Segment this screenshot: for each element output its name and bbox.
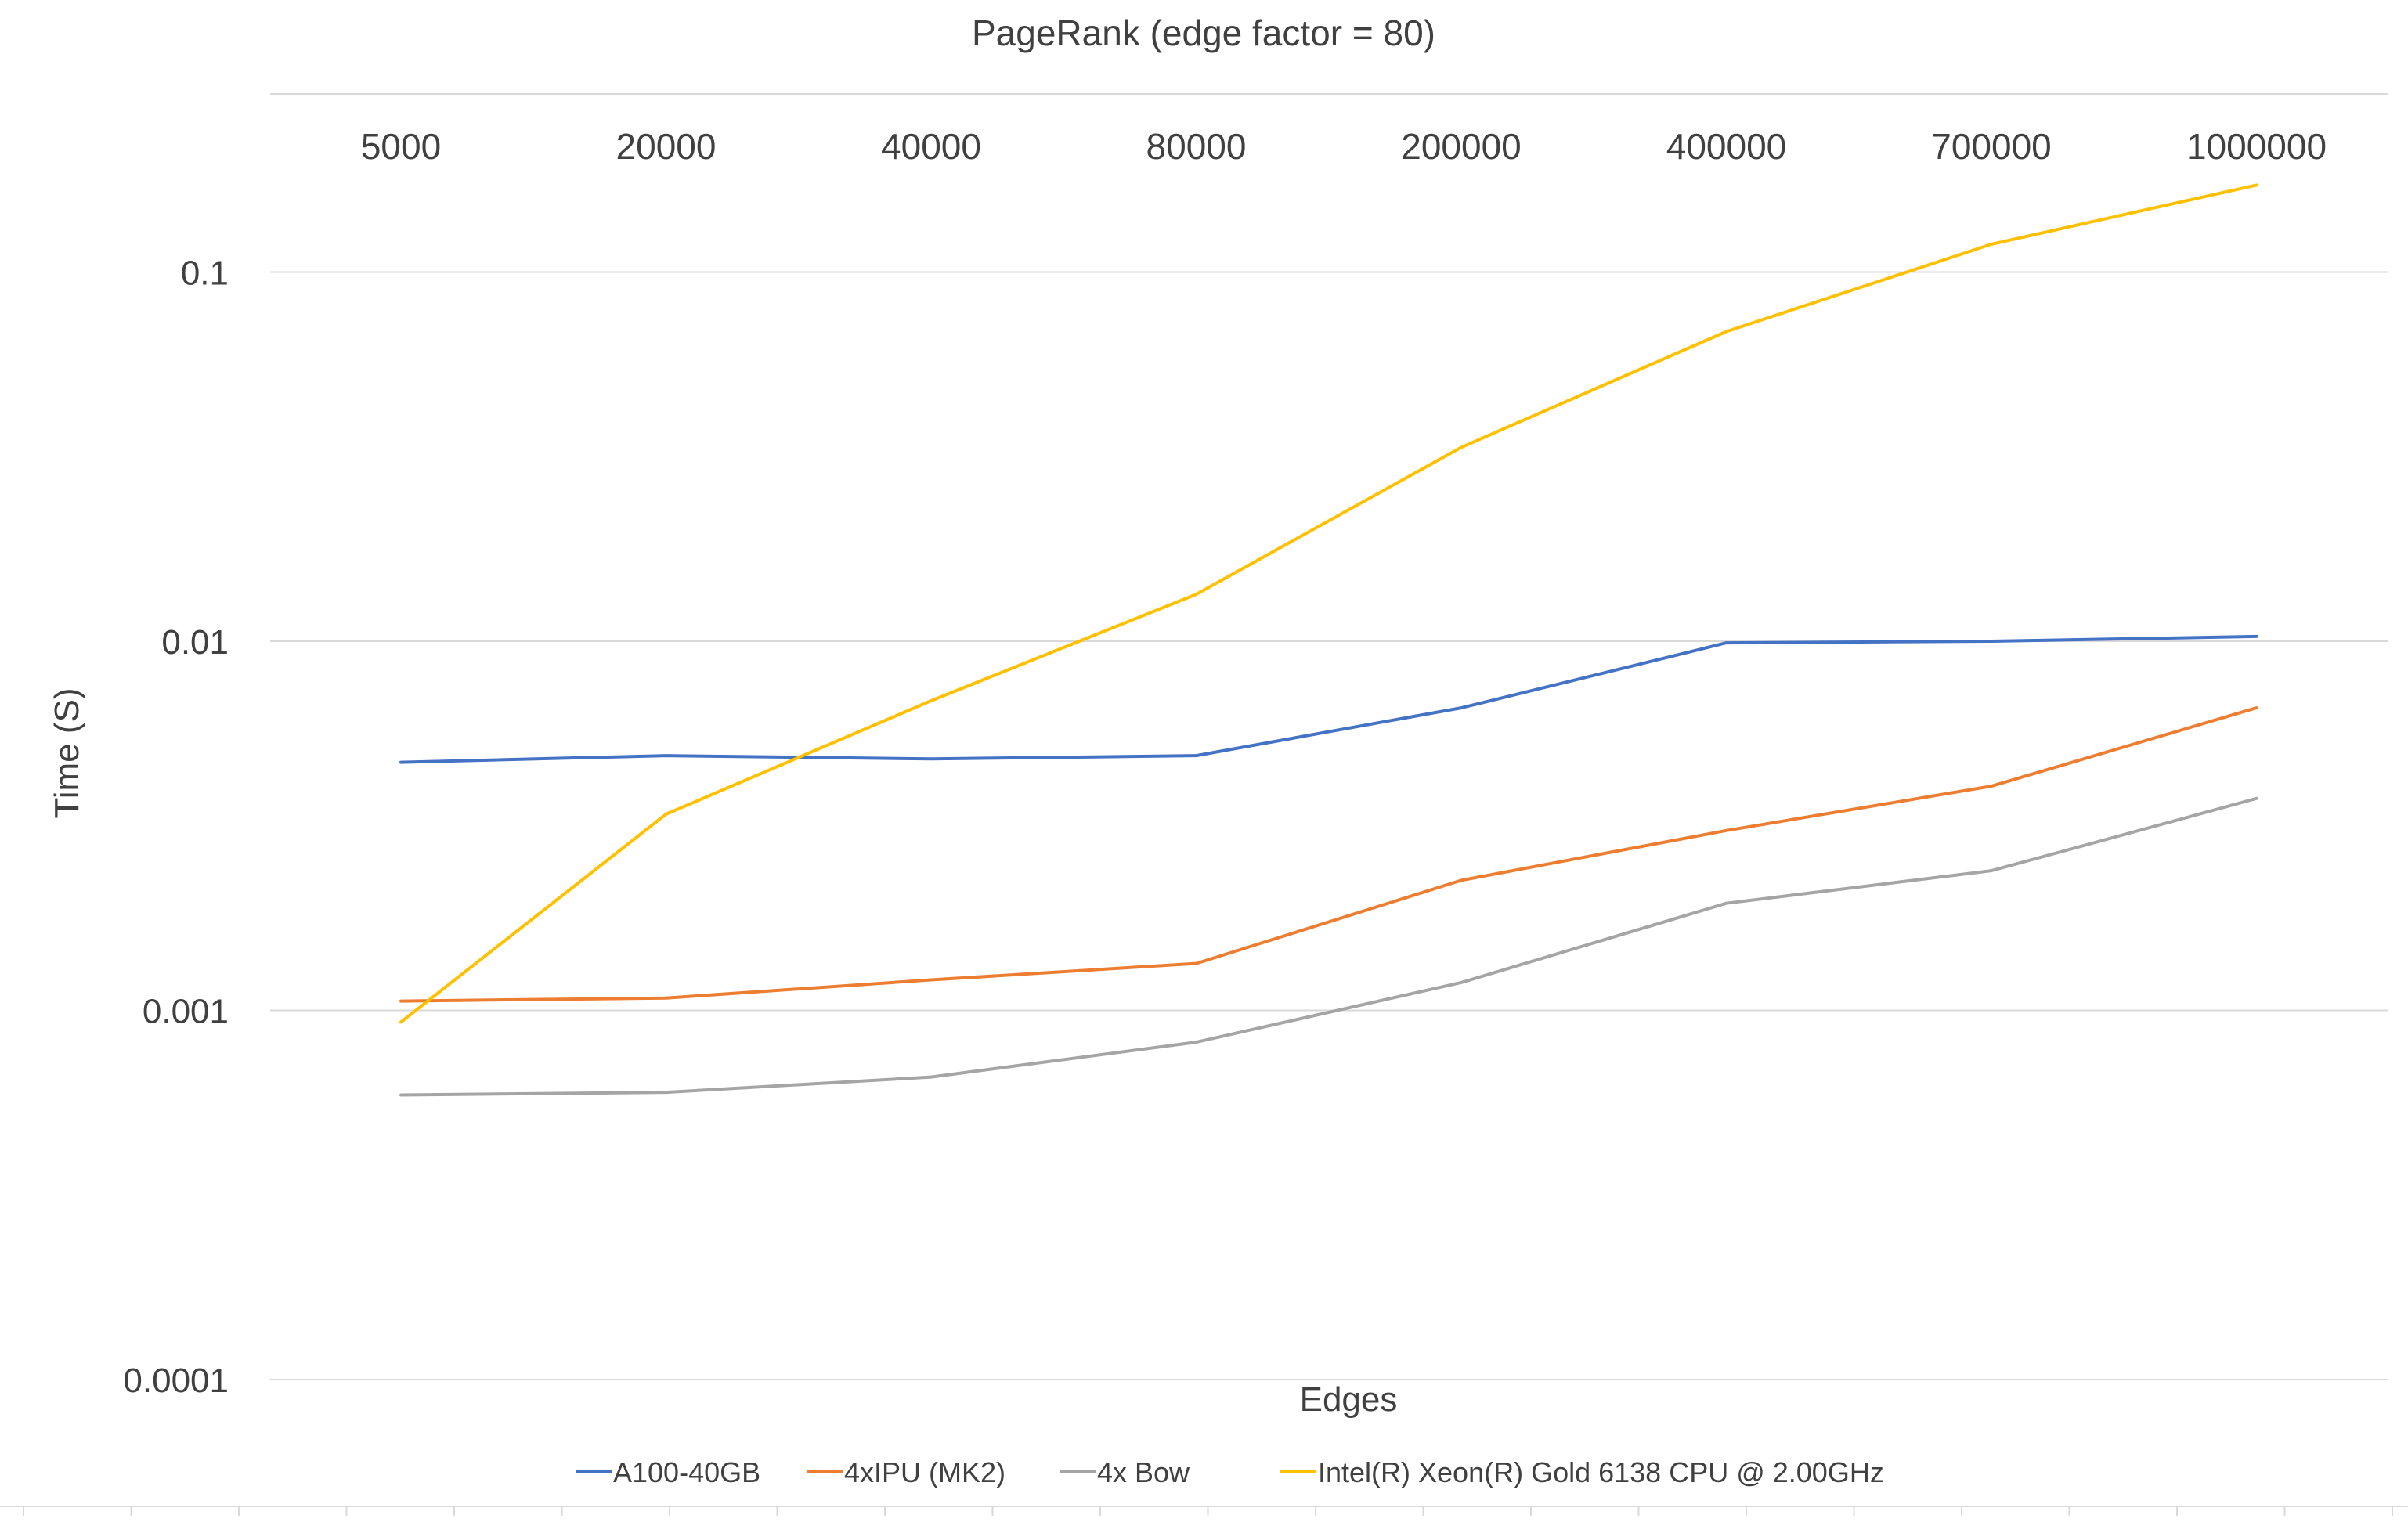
y-tick-label: 0.0001: [123, 1362, 229, 1400]
legend-label: 4x Bow: [1097, 1456, 1190, 1488]
series-line: [399, 183, 2258, 1024]
x-axis-label: Edges: [1300, 1380, 1398, 1419]
legend: A100-40GB 4xIPU (MK2) 4x Bow Intel(R) Xeon(…: [576, 1456, 1884, 1488]
x-tick-label: 200000: [1401, 126, 1522, 167]
x-axis-ticks: 5000 20000 40000 80000 200000 400000 700000 100…: [361, 126, 2327, 167]
y-axis-label: Time (S): [48, 687, 86, 818]
x-tick-label: 20000: [616, 126, 717, 167]
legend-label: 4xIPU (MK2): [844, 1456, 1005, 1488]
y-axis-ticks: 0.1 0.01 0.001 0.0001: [123, 254, 229, 1401]
x-tick-label: 700000: [1931, 126, 2052, 167]
y-tick-label: 0.001: [143, 993, 229, 1031]
series-line: [399, 706, 2258, 1003]
x-tick-label: 1000000: [2186, 126, 2327, 167]
x-tick-label: 40000: [881, 126, 981, 167]
x-tick-label: 400000: [1666, 126, 1787, 167]
legend-label: Intel(R) Xeon(R) Gold 6138 CPU @ 2.00GHz: [1318, 1456, 1884, 1488]
series-line: [399, 796, 2258, 1097]
bottom-axis-line: [0, 1506, 2408, 1516]
x-tick-label: 5000: [361, 126, 441, 167]
series-line: [399, 634, 2258, 764]
x-tick-label: 80000: [1146, 126, 1247, 167]
y-tick-label: 0.01: [161, 623, 229, 662]
series-lines: [399, 183, 2258, 1097]
legend-label: A100-40GB: [613, 1456, 760, 1488]
chart-title: PageRank (edge factor = 80): [972, 13, 1435, 53]
gridlines: [270, 93, 2388, 1380]
y-tick-label: 0.1: [181, 254, 229, 293]
